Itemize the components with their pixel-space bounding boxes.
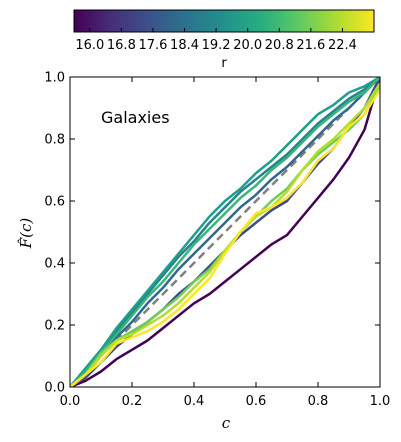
x-axis-label: c	[222, 414, 231, 432]
x-tick-label: 0.8	[308, 394, 329, 409]
x-axis-ticks: 0.0 0.2 0.4 0.6 0.8 1.0	[60, 77, 391, 409]
colorbar-tick-label: 22.4	[328, 38, 357, 53]
series-line-3	[70, 77, 380, 387]
colorbar-tick-label: 18.4	[170, 38, 199, 53]
y-tick-label: 0.8	[44, 133, 65, 148]
y-axis-ticks: 0.0 0.2 0.4 0.6 0.8 1.0	[44, 71, 380, 396]
colorbar-tick-label: 20.8	[265, 38, 294, 53]
series-line-6	[70, 77, 380, 387]
annotation-galaxies: Galaxies	[101, 108, 170, 127]
colorbar-label: r	[221, 56, 227, 71]
y-tick-label: 0.0	[44, 381, 65, 396]
x-tick-label: 1.0	[370, 394, 391, 409]
colorbar-tick-label: 21.6	[296, 38, 325, 53]
y-tick-label: 1.0	[44, 71, 65, 86]
colorbar-tick-label: 20.0	[233, 38, 262, 53]
series-line-5	[70, 77, 380, 387]
series-layer	[70, 77, 380, 387]
x-tick-label: 0.6	[246, 394, 267, 409]
x-tick-label: 0.2	[122, 394, 143, 409]
colorbar-tick-label: 16.0	[75, 38, 104, 53]
colorbar-gradient	[73, 9, 375, 33]
colorbar-tick-label: 19.2	[202, 38, 231, 53]
colorbar-tick-label: 17.6	[138, 38, 167, 53]
series-line-8	[70, 82, 380, 387]
plot-frame	[69, 76, 381, 388]
plot-area: 0.0 0.2 0.4 0.6 0.8 1.0 0.0 0.2 0.4 0.6 0.8 1.0 Ga…	[44, 71, 390, 410]
y-tick-label: 0.2	[44, 319, 65, 334]
reference-diagonal	[70, 77, 380, 387]
y-axis-label: F̂(c)	[17, 218, 35, 250]
colorbar-ticks: 16.0 16.8 17.6 18.4 19.2 20.0 20.8 21.6 22.4	[75, 28, 357, 53]
x-tick-label: 0.4	[184, 394, 205, 409]
series-line-4	[70, 77, 380, 387]
series-line-9	[70, 88, 380, 387]
colorbar-tick-label: 16.8	[107, 38, 136, 53]
y-tick-label: 0.6	[44, 195, 65, 210]
x-tick-label: 0.0	[60, 394, 81, 409]
colorbar: 16.0 16.8 17.6 18.4 19.2 20.0 20.8 21.6 22.4 r	[73, 9, 375, 71]
y-tick-label: 0.4	[44, 257, 65, 272]
series-line-1	[70, 77, 380, 387]
